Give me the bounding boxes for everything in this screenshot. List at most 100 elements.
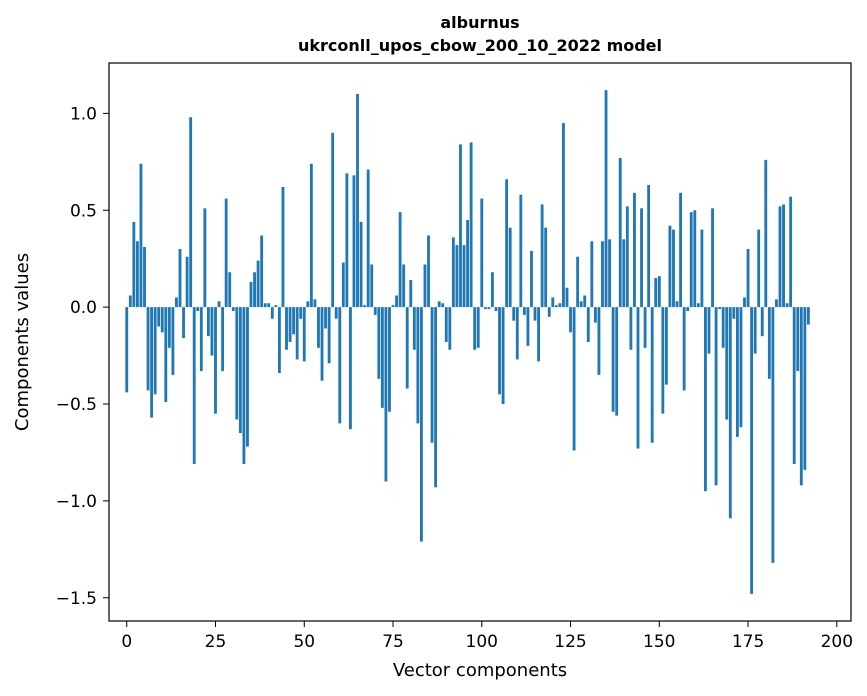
- bar: [640, 208, 643, 308]
- bar: [579, 301, 583, 308]
- bar: [714, 307, 718, 486]
- bar: [288, 307, 292, 342]
- bar: [416, 307, 420, 424]
- bar: [735, 307, 739, 437]
- bar: [320, 307, 324, 381]
- x-tick-label: 100: [466, 632, 498, 652]
- bar: [402, 264, 406, 308]
- bar: [388, 307, 391, 412]
- bar: [700, 229, 704, 308]
- bar: [533, 307, 537, 321]
- bar: [544, 227, 548, 308]
- bar: [380, 307, 384, 408]
- bar: [672, 229, 675, 308]
- bar: [253, 272, 256, 308]
- bar: [384, 307, 388, 482]
- bar: [611, 307, 615, 412]
- bar: [185, 256, 189, 308]
- bar: [281, 187, 285, 308]
- bar: [480, 198, 484, 308]
- bar: [277, 307, 281, 373]
- bar: [512, 307, 516, 321]
- bar: [576, 256, 580, 308]
- bar: [775, 299, 778, 308]
- bar: [295, 307, 299, 360]
- bar: [302, 307, 306, 362]
- bar: [586, 307, 590, 342]
- y-axis-label: Components values: [12, 253, 33, 431]
- bar: [498, 307, 501, 395]
- bar: [235, 307, 239, 420]
- x-tick-label: 175: [732, 632, 764, 652]
- bar: [757, 229, 761, 308]
- bar: [633, 192, 636, 308]
- bar: [650, 307, 654, 443]
- bar: [554, 305, 558, 308]
- bar: [143, 247, 146, 308]
- y-tick-label: −1.5: [56, 589, 97, 609]
- x-tick-label: 50: [293, 632, 315, 652]
- bar: [803, 307, 807, 470]
- bar: [395, 295, 398, 308]
- bar: [157, 307, 161, 327]
- bar: [689, 212, 693, 308]
- bar: [643, 307, 647, 348]
- bar: [540, 204, 544, 308]
- bar: [292, 307, 296, 335]
- bar: [806, 307, 810, 325]
- bar: [125, 307, 129, 393]
- bar: [341, 262, 345, 308]
- bar: [664, 307, 668, 385]
- x-tick-label: 125: [554, 632, 586, 652]
- bar: [210, 307, 214, 356]
- y-tick-label: −1.0: [56, 492, 97, 512]
- bar: [565, 287, 569, 308]
- bar: [508, 227, 512, 308]
- bar: [526, 307, 530, 346]
- x-axis-label: Vector components: [393, 660, 567, 681]
- bar: [441, 303, 445, 308]
- bar: [782, 204, 785, 308]
- bar: [338, 307, 342, 424]
- bar: [750, 307, 754, 594]
- bar: [313, 299, 317, 308]
- bar: [405, 307, 409, 389]
- bar: [356, 94, 359, 308]
- bar: [231, 307, 235, 311]
- bar: [657, 276, 661, 308]
- bar: [583, 295, 587, 308]
- chart-title: alburnus: [440, 13, 519, 32]
- bar: [309, 163, 313, 308]
- bar: [537, 307, 540, 362]
- chart-subtitle: ukrconll_upos_cbow_200_10_2022 model: [298, 36, 662, 55]
- bar: [206, 307, 210, 337]
- bar: [260, 235, 264, 308]
- bar: [249, 281, 253, 308]
- bar: [796, 307, 800, 372]
- x-tick-label: 75: [382, 632, 404, 652]
- bar: [622, 239, 626, 308]
- bar: [693, 210, 697, 308]
- bar: [160, 307, 164, 333]
- y-axis-ticks: 1.0 0.5 0.0 −0.5 −1.0 −1.5: [56, 104, 109, 609]
- bar: [146, 307, 150, 391]
- bar: [725, 307, 729, 420]
- bar: [597, 307, 601, 375]
- bar: [196, 307, 200, 311]
- bar: [217, 301, 221, 308]
- bar: [732, 307, 736, 319]
- bar: [558, 303, 562, 308]
- bar: [491, 272, 494, 308]
- x-tick-label: 25: [205, 632, 227, 652]
- bar: [746, 249, 750, 308]
- bar: [522, 307, 526, 315]
- bar: [256, 260, 260, 308]
- bar: [668, 225, 672, 308]
- bar: [615, 307, 619, 416]
- bar: [434, 307, 438, 488]
- bar: [182, 307, 185, 339]
- bar: [707, 307, 711, 354]
- bar: [199, 307, 203, 372]
- x-axis-ticks: 0 25 50 75 100 125 150 175 200: [121, 621, 853, 652]
